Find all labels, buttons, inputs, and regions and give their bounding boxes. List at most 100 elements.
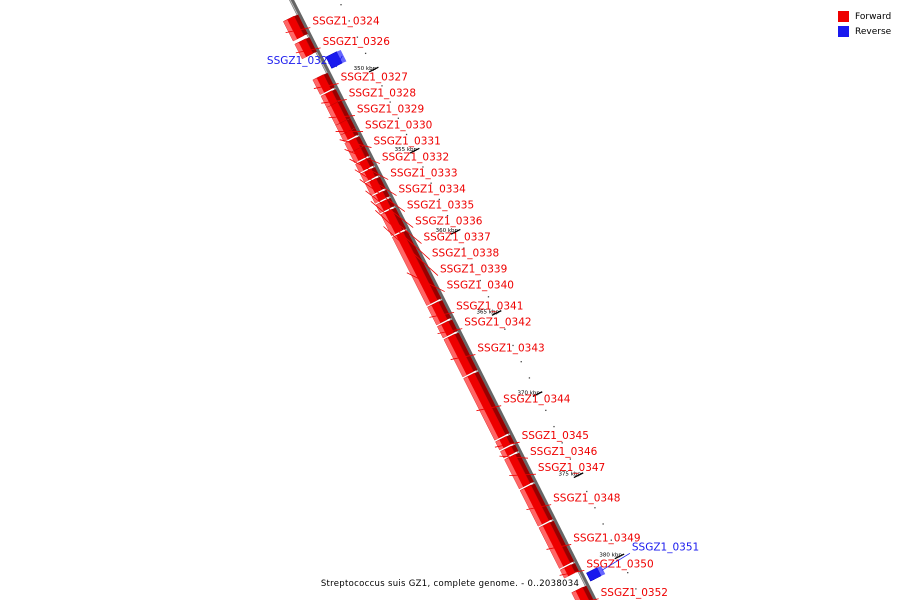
gene-leader-line	[285, 27, 311, 33]
gene-label[interactable]: SSGZ1_0351	[632, 541, 699, 553]
gene-label[interactable]: SSGZ1_0341	[456, 300, 523, 312]
gene-label[interactable]: SSGZ1_0347	[538, 462, 605, 474]
gene-ssgz1_0352[interactable]	[571, 585, 597, 600]
gene-label[interactable]: SSGZ1_0342	[464, 317, 531, 329]
gene-leader-line	[354, 169, 397, 196]
gene-label[interactable]: SSGZ1_0345	[522, 430, 589, 442]
gene-leader-line	[349, 158, 389, 180]
gene-ssgz1_0344[interactable]	[463, 371, 510, 441]
gene-label[interactable]: SSGZ1_0333	[390, 168, 457, 180]
tick-label: 380 kbp	[599, 553, 622, 559]
gene-ssgz1_0333[interactable]	[349, 145, 370, 164]
gene-ssgz1_0342[interactable]	[437, 319, 458, 339]
minor-tick	[528, 377, 531, 379]
minor-tick	[594, 507, 596, 509]
gene-label[interactable]: SSGZ1_0325	[267, 55, 334, 67]
gene-shadow	[511, 444, 519, 453]
gene-shadow	[376, 176, 386, 190]
legend-forward: Forward	[838, 9, 891, 24]
gene-label[interactable]: SSGZ1_0352	[601, 587, 668, 599]
gene-shadow	[549, 520, 575, 563]
gene-label[interactable]: SSGZ1_0336	[415, 216, 483, 228]
tick-label: 355 kbp	[395, 147, 418, 153]
gene-label[interactable]: SSGZ1_0339	[440, 264, 507, 276]
gene-label[interactable]: SSGZ1_0332	[382, 152, 449, 164]
genome-caption: Streptococcus suis GZ1, complete genome.…	[320, 579, 580, 589]
gene-leader-line	[546, 544, 572, 550]
gene-shadow	[366, 157, 375, 167]
minor-tick	[602, 523, 604, 525]
minor-tick	[389, 101, 391, 103]
gene-ssgz1_0349[interactable]	[538, 520, 575, 569]
gene-highlight	[392, 235, 431, 306]
tick-label: 370 kbp	[517, 390, 540, 396]
major-tick	[491, 310, 502, 316]
gene-label[interactable]: SSGZ1_0337	[423, 232, 490, 244]
gene-ssgz1_0324[interactable]	[283, 14, 308, 42]
gene-ssgz1_0339[interactable]	[380, 207, 407, 237]
gene-leader-line	[509, 473, 536, 476]
gene-label[interactable]: SSGZ1_0335	[407, 200, 474, 212]
gene-label[interactable]: SSGZ1_0327	[341, 72, 408, 84]
gene-ssgz1_0346[interactable]	[500, 444, 519, 459]
gene-highlight	[597, 566, 606, 576]
legend-forward-label: Forward	[855, 11, 892, 22]
gene-ssgz1_0348[interactable]	[519, 483, 553, 527]
minor-tick	[430, 182, 432, 184]
legend: Forward Reverse	[838, 9, 891, 39]
gene-label[interactable]: SSGZ1_0344	[503, 394, 571, 406]
minor-tick	[422, 166, 424, 168]
gene-ssgz1_0334[interactable]	[355, 157, 375, 173]
gene-shadow	[371, 167, 380, 177]
tick-label: 375 kbp	[558, 472, 581, 478]
minor-tick	[627, 572, 629, 574]
gene-label[interactable]: SSGZ1_0346	[530, 446, 598, 458]
gene-leader-line	[344, 149, 380, 164]
gene-leader-line	[429, 311, 455, 318]
gene-leader-line	[313, 83, 339, 89]
gene-ssgz1_0340[interactable]	[391, 230, 442, 306]
gene-ssgz1_0343[interactable]	[443, 332, 478, 378]
gene-shadow	[403, 230, 442, 301]
gene-label[interactable]: SSGZ1_0348	[553, 493, 620, 505]
gene-highlight	[335, 123, 345, 136]
minor-tick	[635, 588, 637, 590]
gene-label[interactable]: SSGZ1_0326	[323, 36, 391, 48]
gene-ssgz1_0351[interactable]	[586, 566, 606, 582]
gene-label[interactable]: SSGZ1_0328	[349, 88, 416, 100]
gene-shadow	[337, 100, 351, 120]
minor-tick	[446, 214, 449, 217]
genes-layer	[283, 14, 606, 600]
gene-leader-line	[328, 115, 355, 119]
minor-tick	[397, 117, 400, 119]
gene-leader-line	[526, 504, 552, 511]
minor-tick	[553, 425, 555, 428]
minor-tick	[545, 409, 547, 412]
gene-leader-line	[406, 272, 445, 292]
gene-leader-line	[559, 569, 585, 576]
gene-leader-line	[370, 201, 422, 244]
gene-label[interactable]: SSGZ1_0340	[447, 280, 514, 292]
gene-ssgz1_0329[interactable]	[326, 100, 351, 126]
gene-highlight	[349, 151, 359, 163]
gene-shadow	[360, 145, 370, 158]
gene-highlight	[437, 324, 448, 338]
gene-label[interactable]: SSGZ1_0330	[365, 120, 432, 132]
gene-ssgz1_0341[interactable]	[427, 300, 452, 326]
gene-label[interactable]: SSGZ1_0329	[357, 104, 424, 116]
gene-ssgz1_0347[interactable]	[504, 452, 535, 490]
gene-label[interactable]: SSGZ1_0331	[373, 136, 440, 148]
gene-ssgz1_0331[interactable]	[340, 128, 359, 142]
gene-label[interactable]: SSGZ1_0343	[477, 343, 544, 355]
gene-label[interactable]: SSGZ1_0349	[573, 532, 640, 544]
gene-label[interactable]: SSGZ1_0338	[432, 248, 499, 260]
gene-label[interactable]: SSGZ1_0334	[399, 184, 467, 196]
gene-shadow	[382, 189, 390, 198]
gene-leader-line	[321, 99, 347, 104]
gene-shadow	[506, 434, 515, 445]
gene-label[interactable]: SSGZ1_0350	[586, 558, 653, 570]
labels-layer: SSGZ1_0324 SSGZ1_0326 SSGZ1_0325 SSGZ1_0327…	[267, 16, 699, 600]
gene-label[interactable]: SSGZ1_0324	[312, 16, 380, 28]
